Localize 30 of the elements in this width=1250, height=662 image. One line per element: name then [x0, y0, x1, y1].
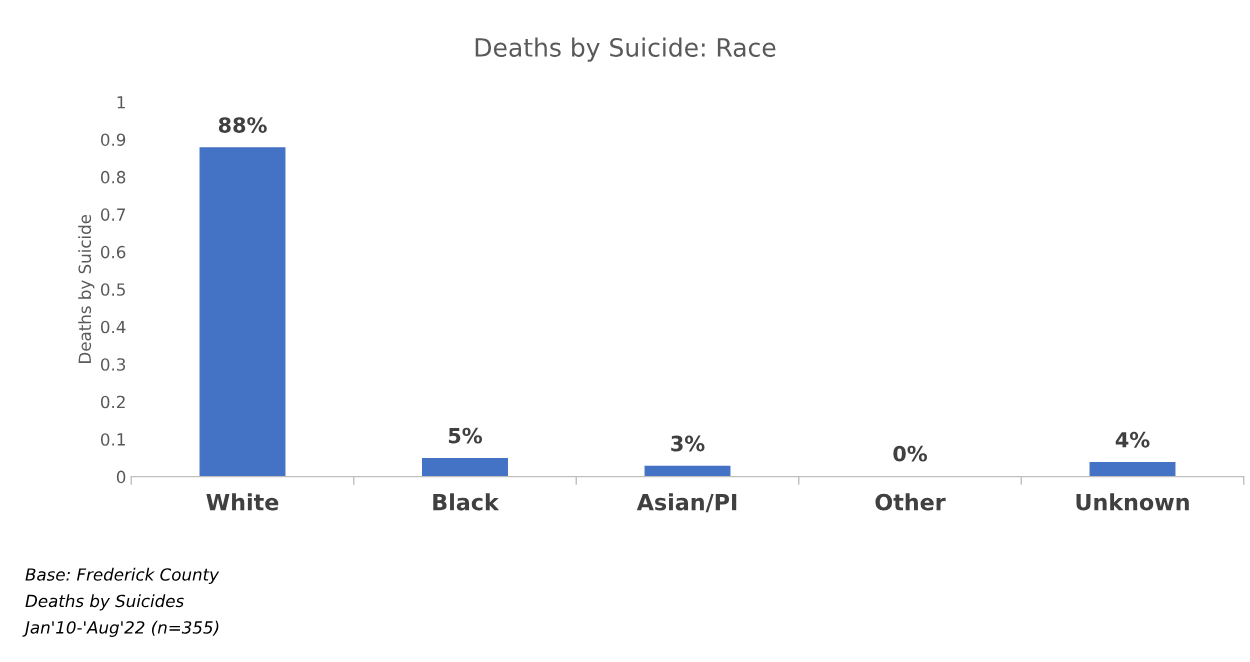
data-label: 4%: [1115, 431, 1150, 448]
x-tick-label: White: [206, 493, 279, 511]
chart-title: Deaths by Suicide: Race: [475, 37, 776, 62]
y-tick-label: 0.3: [100, 358, 126, 371]
text: Jan'10-'Aug'22 (n=355): [22, 620, 219, 637]
y-axis-title: Deaths by Suicide: [78, 214, 95, 363]
x-tick-label: Asian/PI: [636, 493, 737, 513]
y-tick-label: 0.6: [100, 245, 126, 259]
data-label: 5%: [448, 427, 483, 444]
x-tick-label: Other: [875, 493, 946, 511]
y-tick-label: 0.2: [100, 395, 125, 409]
y-tick-label: 0.5: [100, 283, 125, 296]
y-tick-label: 0.7: [100, 208, 125, 221]
text: Deaths by Suicides: [25, 594, 184, 611]
data-label: 88%: [218, 117, 267, 133]
y-tick-label: 1: [117, 96, 125, 109]
data-label: 3%: [671, 435, 705, 452]
bar: [1089, 462, 1176, 477]
x-tick-label: Unknown: [1076, 493, 1189, 511]
y-tick-label: 0.8: [100, 170, 126, 184]
bar: [644, 465, 731, 477]
text: Base: Frederick County: [25, 567, 220, 585]
bar: [199, 147, 286, 477]
data-label: 0%: [893, 445, 928, 462]
y-tick-label: 0: [116, 470, 126, 484]
bar: [422, 457, 508, 477]
y-tick-label: 0.4: [100, 320, 126, 334]
y-tick-label: 0.9: [100, 133, 126, 146]
y-tick-label: 0.1: [100, 433, 125, 446]
x-tick-label: Black: [433, 493, 500, 511]
